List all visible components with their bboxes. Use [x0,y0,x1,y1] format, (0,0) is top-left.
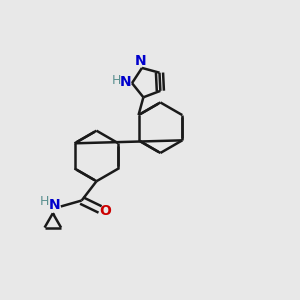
Text: O: O [100,204,111,218]
Text: N: N [120,75,131,88]
Text: H: H [112,74,121,87]
Text: H: H [40,195,49,208]
Text: N: N [135,54,146,68]
Text: N: N [49,198,60,212]
